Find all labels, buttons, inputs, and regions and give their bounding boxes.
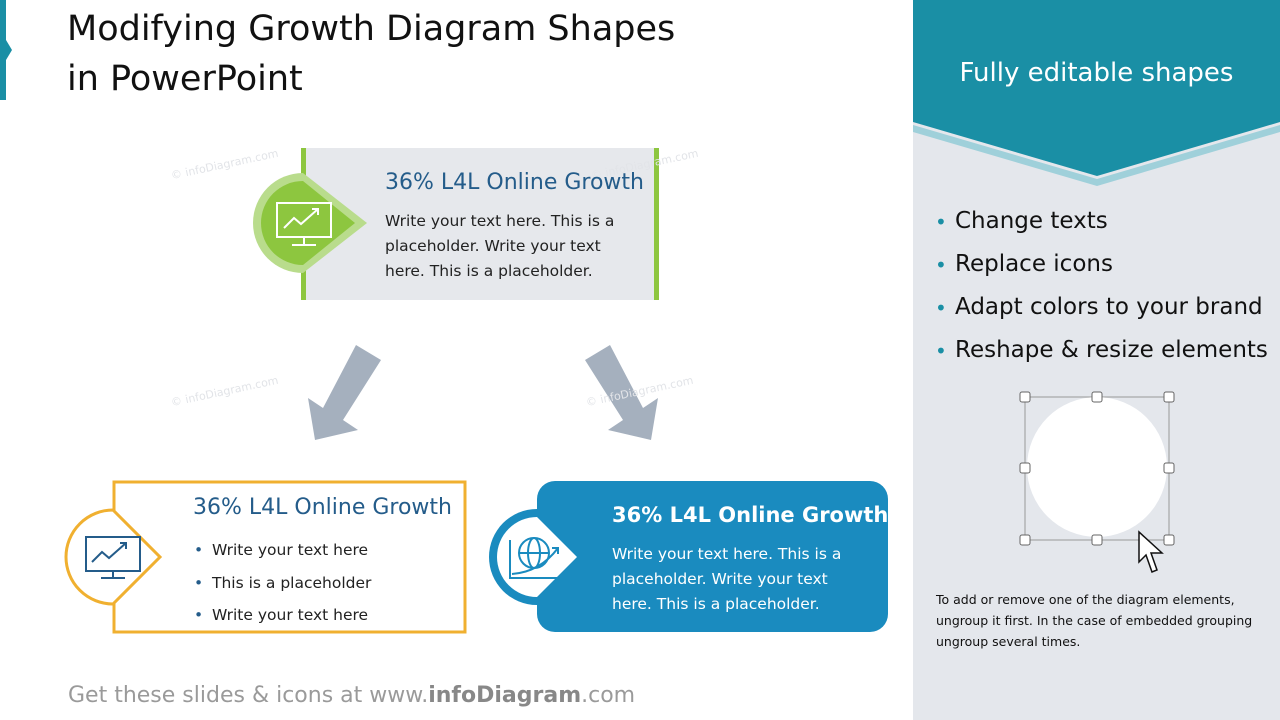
sidebar-bullets: Change texts Replace icons Adapt colors … bbox=[935, 208, 1268, 380]
footer: Get these slides & icons at www.infoDiag… bbox=[68, 683, 635, 708]
box-body: Write your text here. This is a placehol… bbox=[612, 545, 842, 613]
selection-demo bbox=[1019, 391, 1175, 573]
arrow bbox=[585, 345, 658, 440]
top-border bbox=[654, 148, 659, 300]
bullet: Write your text here bbox=[212, 534, 371, 567]
note: To add or remove one of the diagram elem… bbox=[936, 592, 1253, 649]
box-heading: 36% L4L Online Growth bbox=[193, 495, 452, 520]
bullet: Adapt colors to your brand bbox=[935, 294, 1268, 337]
footer-suffix: .com bbox=[581, 683, 636, 708]
bullet: Write your text here bbox=[212, 599, 371, 632]
monitor-icon bbox=[85, 536, 141, 579]
arrow bbox=[308, 345, 381, 440]
demo-circle bbox=[1027, 397, 1167, 537]
bullet: Replace icons bbox=[935, 251, 1268, 294]
accent-tip bbox=[6, 40, 12, 60]
footer-prefix: Get these slides & icons at www. bbox=[68, 683, 429, 708]
bullet: Reshape & resize elements bbox=[935, 337, 1268, 380]
left-icon bbox=[64, 508, 163, 606]
title: Modifying Growth Diagram Shapes in Power… bbox=[67, 9, 676, 99]
box-heading: 36% L4L Online Growth bbox=[385, 170, 644, 195]
globe-icon bbox=[509, 537, 560, 579]
box-body: Write your text here. This is a placehol… bbox=[385, 212, 615, 280]
box-bullets: Write your text here This is a placehold… bbox=[212, 534, 371, 632]
bullet: Change texts bbox=[935, 208, 1268, 251]
footer-brand: infoDiagram bbox=[428, 683, 582, 708]
sidebar-header bbox=[913, 0, 1280, 176]
cursor bbox=[1138, 530, 1164, 573]
right-box bbox=[537, 481, 888, 632]
accent bbox=[0, 0, 6, 100]
bullet: This is a placeholder bbox=[212, 567, 371, 600]
monitor-icon bbox=[276, 202, 332, 246]
box-heading: 36% L4L Online Growth bbox=[612, 503, 889, 527]
handles bbox=[1019, 391, 1175, 546]
sidebar-header-text: Fully editable shapes bbox=[959, 58, 1234, 88]
